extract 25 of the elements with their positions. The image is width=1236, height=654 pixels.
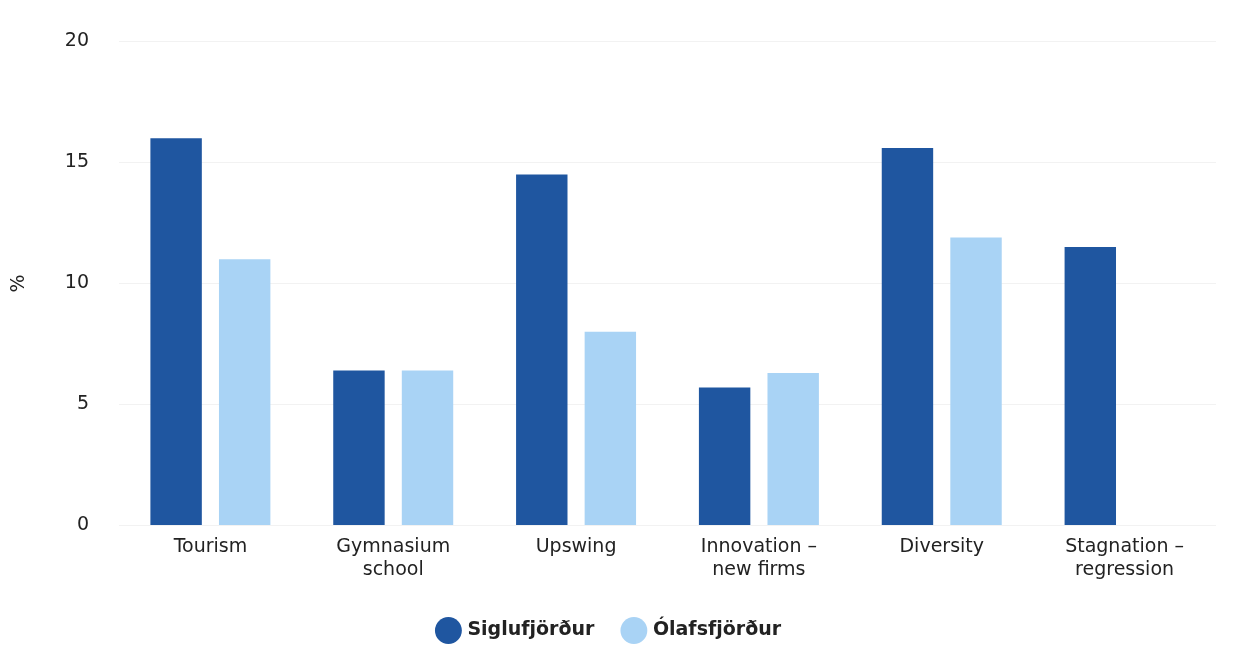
bar (950, 237, 1002, 525)
y-tick-label: 10 (64, 270, 89, 293)
x-tick-label: Diversity (899, 533, 985, 556)
bar (584, 331, 637, 525)
bar (150, 138, 202, 525)
bar (401, 370, 454, 525)
x-tick-label: Upswing (535, 533, 617, 556)
legend-label: Ólafsfjörður (652, 616, 782, 640)
bar (218, 259, 271, 525)
y-tick-label: 5 (76, 391, 89, 414)
bar (1064, 247, 1117, 525)
bar (333, 370, 385, 525)
x-tick-label: Tourism (172, 533, 248, 556)
legend-label: Siglufjörður (467, 617, 596, 640)
y-axis-title: % (6, 274, 29, 293)
y-tick-label: 15 (64, 149, 89, 172)
y-tick-label: 20 (64, 28, 89, 51)
bar (516, 174, 568, 525)
x-tick-label: Gymnasium school (336, 533, 451, 579)
bar (698, 387, 751, 525)
bar (767, 372, 819, 525)
x-tick-label: Innovation – new firms (700, 533, 817, 579)
bar (881, 147, 934, 525)
x-tick-label: Stagnation – regression (1065, 533, 1184, 579)
y-tick-label: 0 (76, 512, 89, 535)
